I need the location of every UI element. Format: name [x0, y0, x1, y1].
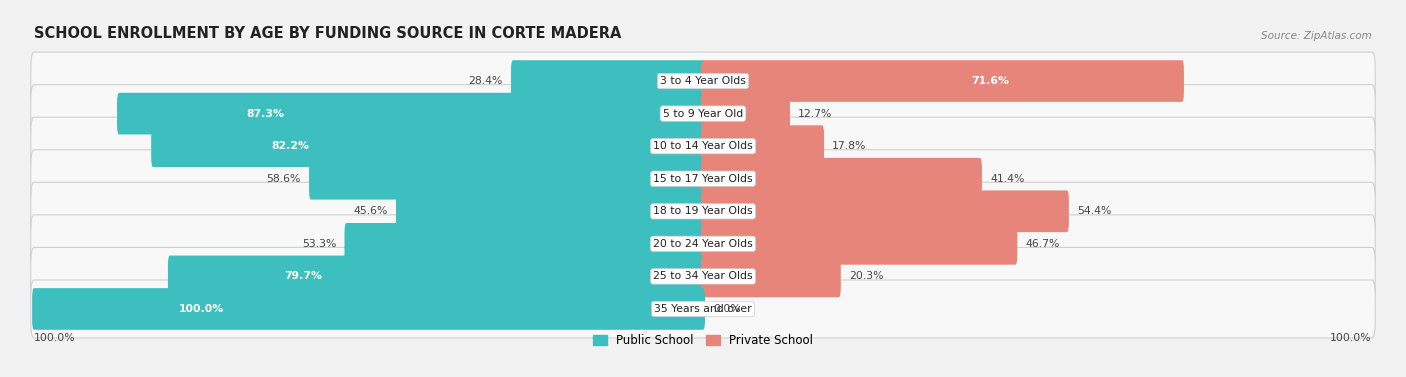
FancyBboxPatch shape — [31, 52, 1375, 110]
FancyBboxPatch shape — [31, 215, 1375, 273]
Text: 53.3%: 53.3% — [302, 239, 336, 249]
FancyBboxPatch shape — [31, 117, 1375, 175]
Text: 71.6%: 71.6% — [972, 76, 1010, 86]
Text: 100.0%: 100.0% — [1330, 333, 1372, 343]
FancyBboxPatch shape — [702, 125, 824, 167]
Text: 5 to 9 Year Old: 5 to 9 Year Old — [662, 109, 744, 119]
Text: 35 Years and over: 35 Years and over — [654, 304, 752, 314]
Text: 3 to 4 Year Olds: 3 to 4 Year Olds — [659, 76, 747, 86]
FancyBboxPatch shape — [344, 223, 704, 265]
Text: 45.6%: 45.6% — [353, 206, 388, 216]
Text: 10 to 14 Year Olds: 10 to 14 Year Olds — [654, 141, 752, 151]
Text: 100.0%: 100.0% — [179, 304, 224, 314]
FancyBboxPatch shape — [31, 247, 1375, 305]
FancyBboxPatch shape — [31, 182, 1375, 240]
Text: 20 to 24 Year Olds: 20 to 24 Year Olds — [654, 239, 752, 249]
FancyBboxPatch shape — [702, 93, 790, 135]
Text: 87.3%: 87.3% — [246, 109, 284, 119]
FancyBboxPatch shape — [702, 256, 841, 297]
FancyBboxPatch shape — [167, 256, 704, 297]
FancyBboxPatch shape — [31, 84, 1375, 143]
Text: 15 to 17 Year Olds: 15 to 17 Year Olds — [654, 174, 752, 184]
FancyBboxPatch shape — [702, 158, 981, 199]
FancyBboxPatch shape — [31, 280, 1375, 338]
Text: 46.7%: 46.7% — [1025, 239, 1060, 249]
FancyBboxPatch shape — [702, 60, 1184, 102]
FancyBboxPatch shape — [117, 93, 704, 135]
FancyBboxPatch shape — [32, 288, 704, 330]
Text: 100.0%: 100.0% — [34, 333, 76, 343]
Text: 28.4%: 28.4% — [468, 76, 503, 86]
Text: 41.4%: 41.4% — [990, 174, 1025, 184]
Text: 20.3%: 20.3% — [849, 271, 883, 281]
Text: 18 to 19 Year Olds: 18 to 19 Year Olds — [654, 206, 752, 216]
FancyBboxPatch shape — [702, 223, 1018, 265]
Text: Source: ZipAtlas.com: Source: ZipAtlas.com — [1261, 31, 1372, 41]
FancyBboxPatch shape — [702, 190, 1069, 232]
FancyBboxPatch shape — [396, 190, 704, 232]
Text: 79.7%: 79.7% — [284, 271, 322, 281]
Text: 17.8%: 17.8% — [832, 141, 866, 151]
Text: 25 to 34 Year Olds: 25 to 34 Year Olds — [654, 271, 752, 281]
FancyBboxPatch shape — [152, 125, 704, 167]
Text: SCHOOL ENROLLMENT BY AGE BY FUNDING SOURCE IN CORTE MADERA: SCHOOL ENROLLMENT BY AGE BY FUNDING SOUR… — [34, 26, 621, 41]
Text: 82.2%: 82.2% — [271, 141, 309, 151]
Text: 12.7%: 12.7% — [799, 109, 832, 119]
Text: 58.6%: 58.6% — [267, 174, 301, 184]
Text: 0.0%: 0.0% — [713, 304, 741, 314]
FancyBboxPatch shape — [309, 158, 704, 199]
Legend: Public School, Private School: Public School, Private School — [588, 329, 818, 352]
Text: 54.4%: 54.4% — [1077, 206, 1111, 216]
FancyBboxPatch shape — [31, 150, 1375, 208]
FancyBboxPatch shape — [510, 60, 704, 102]
